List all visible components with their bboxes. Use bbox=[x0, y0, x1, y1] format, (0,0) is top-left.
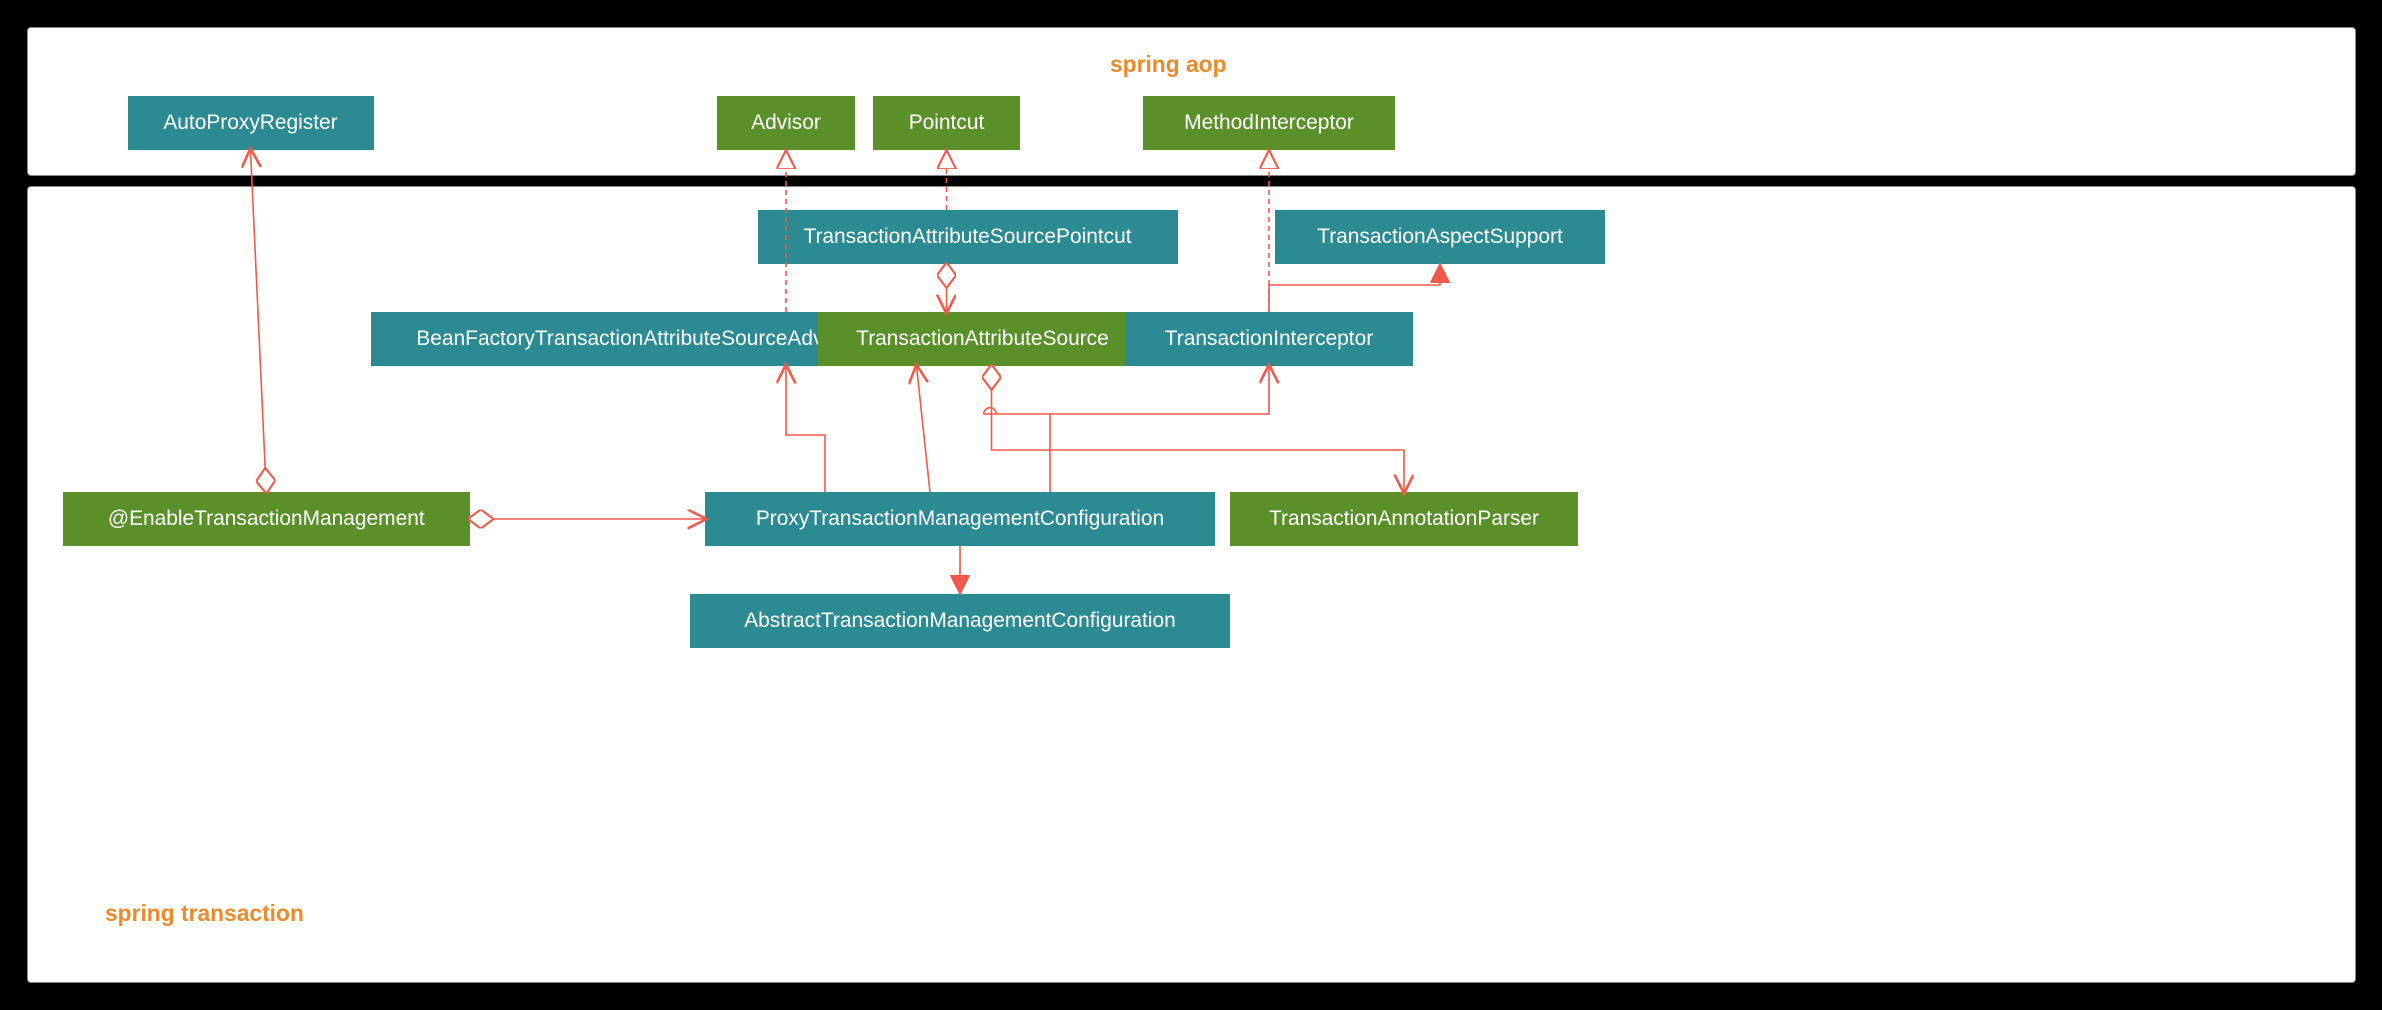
region-title-tx: spring transaction bbox=[105, 900, 304, 927]
region-title-aop: spring aop bbox=[1110, 51, 1227, 78]
node-methodInterceptor: MethodInterceptor bbox=[1143, 96, 1395, 150]
node-autoProxyRegister: AutoProxyRegister bbox=[128, 96, 374, 150]
node-enableTxMgmt: @EnableTransactionManagement bbox=[63, 492, 470, 546]
node-txAttrSource: TransactionAttributeSource bbox=[818, 312, 1148, 366]
node-abstractTxMgmtConfig: AbstractTransactionManagementConfigurati… bbox=[690, 594, 1230, 648]
node-txInterceptor: TransactionInterceptor bbox=[1125, 312, 1413, 366]
node-txAspectSupport: TransactionAspectSupport bbox=[1275, 210, 1605, 264]
diagram-canvas: spring aop spring transaction AutoProxyReg… bbox=[0, 0, 2381, 1010]
node-proxyTxMgmtConfig: ProxyTransactionManagementConfiguration bbox=[705, 492, 1215, 546]
node-txAttrSourcePointcut: TransactionAttributeSourcePointcut bbox=[758, 210, 1178, 264]
node-pointcut: Pointcut bbox=[873, 96, 1020, 150]
node-txAnnotationParser: TransactionAnnotationParser bbox=[1230, 492, 1578, 546]
node-advisor: Advisor bbox=[717, 96, 855, 150]
region-tx bbox=[27, 186, 2356, 983]
